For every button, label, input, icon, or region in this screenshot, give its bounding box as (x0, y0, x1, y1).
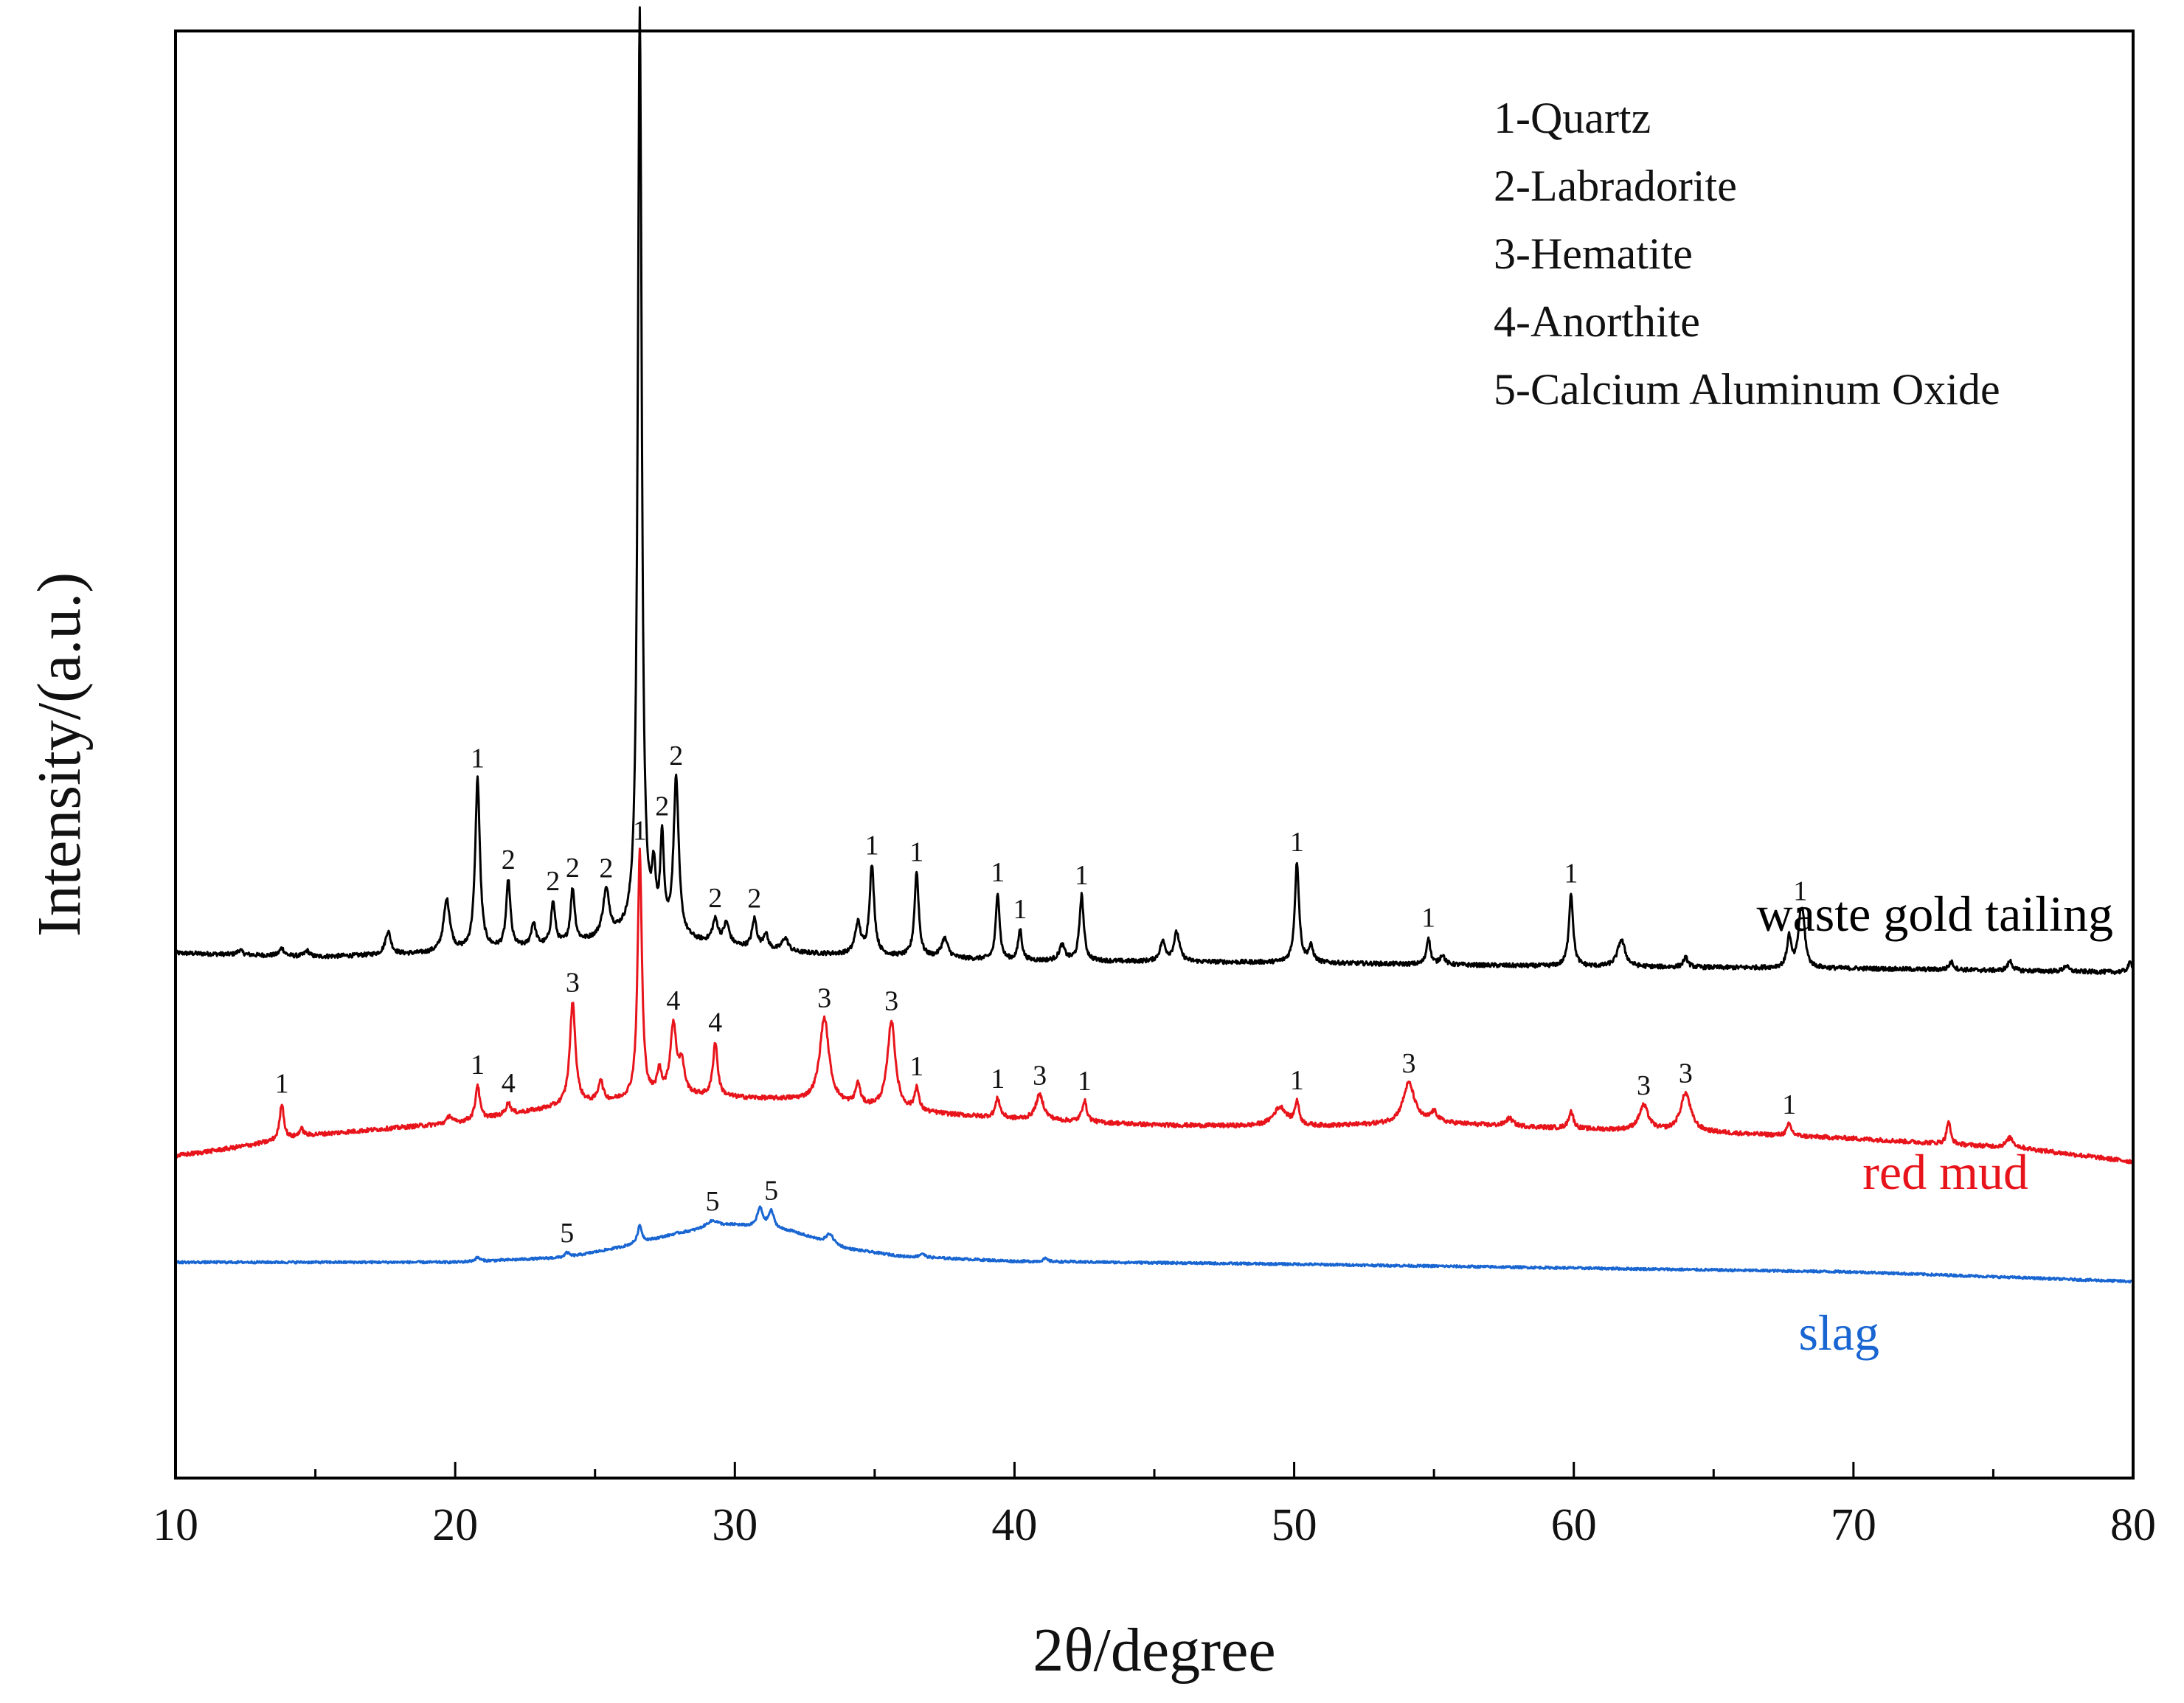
series-label-slag: slag (1798, 1305, 1879, 1361)
peak-label-red-mud-18: 1 (1078, 1066, 1092, 1097)
peak-label-waste-gold-tailing-32: 1 (1421, 902, 1435, 933)
peak-label-waste-gold-tailing-38: 1 (1793, 876, 1807, 907)
peak-label-waste-gold-tailing-25: 1 (1013, 894, 1027, 925)
x-axis: 10 20 30 40 50 60 70 80 (153, 1462, 2156, 1550)
x-tick-label-40: 40 (991, 1500, 1037, 1550)
series-layer (174, 6, 2135, 1284)
peak-label-waste-gold-tailing-27: 1 (1075, 860, 1089, 891)
peak-label-waste-gold-tailing-8: 2 (546, 866, 560, 897)
peak-label-red-mud-0: 1 (275, 1069, 289, 1100)
peak-label-waste-gold-tailing-34: 1 (1564, 859, 1578, 889)
x-axis-title: 2θ/degree (1033, 1616, 1275, 1685)
x-tick-label-20: 20 (432, 1500, 478, 1550)
series-label-waste-gold-tailing: waste gold tailing (1757, 886, 2113, 942)
peak-label-red-mud-20: 1 (1290, 1065, 1304, 1096)
peak-label-red-mud-14: 3 (884, 985, 898, 1016)
peak-label-red-mud-9: 4 (666, 985, 680, 1016)
peak-label-waste-gold-tailing-10: 2 (599, 853, 613, 884)
x-tick-label-80: 80 (2110, 1500, 2156, 1550)
peak-label-red-mud-17: 3 (1033, 1060, 1047, 1091)
legend-entry-1: 1-Quartz (1494, 94, 1651, 142)
peak-label-red-mud-4: 4 (502, 1068, 516, 1099)
peak-label-red-mud-26: 3 (1679, 1058, 1693, 1089)
series-labels: waste gold tailing red mud slag (1757, 886, 2113, 1361)
peak-label-slag-3: 5 (706, 1186, 720, 1217)
series-line-slag (174, 1205, 2135, 1284)
peak-label-red-mud-27: 1 (1782, 1089, 1796, 1120)
y-axis-title: Intensity/(a.u.) (25, 572, 94, 937)
peak-label-waste-gold-tailing-21: 1 (865, 830, 879, 861)
legend-entry-4: 4-Anorthite (1494, 297, 1700, 346)
legend: 1-Quartz 2-Labradorite 3-Hematite 4-Anorthi… (1494, 94, 2000, 414)
peak-label-red-mud-21: 3 (1402, 1048, 1416, 1079)
peak-label-waste-gold-tailing-5: 1 (471, 743, 485, 774)
legend-entry-5: 5-Calcium Aluminum Oxide (1494, 365, 2000, 414)
peak-label-slag-1: 5 (560, 1218, 574, 1249)
peak-label-layer: 1222212222111111111114314433113113331555 (275, 0, 1808, 1249)
peak-label-red-mud-12: 3 (817, 983, 831, 1014)
peak-label-waste-gold-tailing-9: 2 (566, 853, 580, 884)
peak-label-waste-gold-tailing-6: 2 (502, 844, 516, 875)
legend-entry-2: 2-Labradorite (1494, 162, 1737, 210)
x-tick-label-10: 10 (153, 1500, 198, 1550)
peak-label-slag-5: 5 (764, 1176, 778, 1207)
peak-label-red-mud-25: 3 (1637, 1070, 1651, 1101)
peak-label-red-mud-11: 4 (708, 1007, 722, 1038)
series-label-red-mud: red mud (1862, 1144, 2028, 1200)
peak-label-waste-gold-tailing-11: 1 (633, 0, 647, 3)
peak-label-waste-gold-tailing-22: 1 (909, 836, 923, 867)
series-line-red-mud (174, 847, 2135, 1165)
series-line-waste-gold-tailing (174, 6, 2135, 975)
peak-label-waste-gold-tailing-15: 2 (708, 883, 722, 914)
peak-label-waste-gold-tailing-30: 1 (1290, 827, 1304, 858)
peak-label-red-mud-3: 1 (471, 1050, 485, 1081)
x-tick-label-50: 50 (1272, 1500, 1317, 1550)
peak-label-red-mud-15: 1 (909, 1051, 923, 1082)
peak-label-red-mud-7: 1 (633, 816, 647, 847)
x-tick-label-30: 30 (712, 1500, 758, 1550)
peak-label-waste-gold-tailing-14: 2 (669, 740, 683, 771)
x-tick-label-70: 70 (1831, 1500, 1876, 1550)
peak-label-red-mud-16: 1 (991, 1064, 1005, 1095)
peak-label-waste-gold-tailing-24: 1 (991, 857, 1005, 888)
x-tick-label-60: 60 (1551, 1500, 1597, 1550)
peak-label-waste-gold-tailing-17: 2 (747, 883, 761, 914)
peak-label-waste-gold-tailing-13: 2 (655, 791, 669, 822)
peak-label-red-mud-5: 3 (566, 968, 580, 999)
legend-entry-3: 3-Hematite (1494, 229, 1693, 278)
